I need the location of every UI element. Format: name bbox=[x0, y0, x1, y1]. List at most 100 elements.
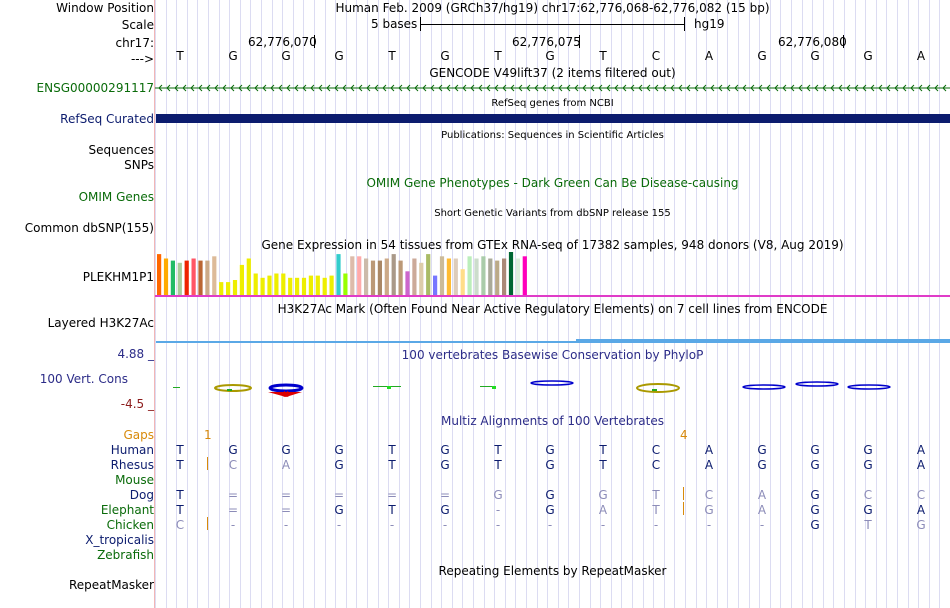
repeatmasker-track-title[interactable]: Repeating Elements by RepeatMasker bbox=[438, 564, 667, 578]
gtex-tissue-bar[interactable] bbox=[163, 258, 169, 296]
gtex-tissue-bar[interactable] bbox=[398, 260, 403, 295]
gtex-tissue-bar[interactable] bbox=[315, 275, 320, 295]
gtex-tissue-bar[interactable] bbox=[426, 254, 431, 295]
gap-count[interactable]: 4 bbox=[680, 428, 688, 442]
aligned-base: T bbox=[864, 518, 872, 532]
gap-insertion-marker[interactable] bbox=[207, 457, 208, 470]
species-label-human[interactable]: Human bbox=[110, 443, 154, 457]
dbsnp-track-label[interactable]: Common dbSNP(155) bbox=[24, 221, 154, 235]
gap-count[interactable]: 1 bbox=[204, 428, 212, 442]
gtex-tissue-bar[interactable] bbox=[253, 273, 258, 296]
gencode-gene-model[interactable] bbox=[155, 81, 950, 95]
multiz-track-title[interactable]: Multiz Alignments of 100 Vertebrates bbox=[440, 414, 665, 428]
omim-track-label[interactable]: OMIM Genes bbox=[78, 190, 154, 204]
gtex-tissue-bar[interactable] bbox=[502, 258, 507, 296]
h3k27ac-track-title[interactable]: H3K27Ac Mark (Often Found Near Active Re… bbox=[277, 302, 828, 316]
gtex-tissue-bar[interactable] bbox=[232, 280, 238, 295]
gtex-tissue-bar[interactable] bbox=[288, 277, 293, 295]
gtex-tissue-bar[interactable] bbox=[301, 277, 307, 295]
phylop-logo[interactable]: X bbox=[155, 376, 950, 400]
gtex-tissue-bar[interactable] bbox=[157, 254, 162, 295]
gtex-tissue-bar[interactable] bbox=[246, 258, 251, 296]
repeatmasker-track-label[interactable]: RepeatMasker bbox=[68, 578, 154, 592]
species-label-elephant[interactable]: Elephant bbox=[100, 503, 154, 517]
gtex-tissue-bar[interactable] bbox=[350, 256, 355, 295]
species-label-x-tropicalis[interactable]: X_tropicalis bbox=[85, 533, 154, 547]
gtex-tissue-bar[interactable] bbox=[239, 264, 244, 295]
publications-sequences-label[interactable]: Sequences bbox=[88, 143, 154, 157]
h3k27ac-signal[interactable] bbox=[156, 339, 950, 343]
refseq-track-label[interactable]: RefSeq Curated bbox=[60, 112, 154, 126]
gencode-track-title[interactable]: GENCODE V49lift37 (2 items filtered out) bbox=[429, 66, 676, 80]
species-label-mouse[interactable]: Mouse bbox=[115, 473, 154, 487]
gtex-tissue-bar[interactable] bbox=[460, 269, 465, 295]
gtex-tissue-bar[interactable] bbox=[433, 275, 438, 295]
gtex-tissue-bar[interactable] bbox=[508, 252, 514, 295]
refseq-gene-bar[interactable] bbox=[156, 114, 950, 123]
gtex-tissue-bar[interactable] bbox=[377, 260, 382, 295]
gtex-tissue-bar[interactable] bbox=[364, 258, 369, 296]
phylop-track-label[interactable]: 100 Vert. Cons bbox=[39, 372, 128, 386]
gtex-tissue-bar[interactable] bbox=[308, 275, 313, 295]
gtex-expression-chart[interactable] bbox=[155, 252, 950, 298]
gtex-tissue-bar[interactable] bbox=[488, 258, 493, 296]
gtex-tissue-bar[interactable] bbox=[281, 273, 286, 296]
gtex-tissue-bar[interactable] bbox=[177, 262, 182, 296]
gtex-tissue-bar[interactable] bbox=[481, 256, 486, 295]
gtex-tissue-bar[interactable] bbox=[412, 258, 417, 296]
species-label-zebrafish[interactable]: Zebrafish bbox=[97, 548, 154, 562]
gtex-tissue-bar[interactable] bbox=[446, 258, 451, 296]
refseq-track-title[interactable]: RefSeq genes from NCBI bbox=[491, 98, 614, 109]
gtex-tissue-bar[interactable] bbox=[384, 258, 389, 296]
gtex-tissue-bar[interactable] bbox=[391, 254, 396, 295]
gencode-item-label[interactable]: ENSG00000291117 bbox=[36, 81, 154, 95]
gtex-tissue-bar[interactable] bbox=[226, 282, 231, 295]
publications-track-title[interactable]: Publications: Sequences in Scientific Ar… bbox=[441, 130, 664, 141]
gtex-tissue-bar[interactable] bbox=[295, 277, 300, 295]
gtex-tissue-bar[interactable] bbox=[522, 256, 527, 295]
gtex-tissue-bar[interactable] bbox=[515, 258, 520, 296]
gtex-tissue-bar[interactable] bbox=[205, 260, 210, 295]
gtex-tissue-bar[interactable] bbox=[370, 260, 376, 295]
publications-snps-label[interactable]: SNPs bbox=[124, 158, 154, 172]
aligned-base: T bbox=[388, 458, 396, 472]
gtex-tissue-bar[interactable] bbox=[191, 258, 196, 296]
grid-line bbox=[600, 0, 601, 608]
gtex-tissue-bar[interactable] bbox=[184, 260, 189, 295]
dbsnp-track-title[interactable]: Short Genetic Variants from dbSNP releas… bbox=[434, 208, 671, 219]
strand-chevron bbox=[742, 84, 747, 92]
gap-insertion-marker[interactable] bbox=[207, 517, 208, 530]
gtex-track-title[interactable]: Gene Expression in 54 tissues from GTEx … bbox=[261, 238, 844, 252]
species-label-dog[interactable]: Dog bbox=[129, 488, 154, 502]
gtex-gene-label[interactable]: PLEKHM1P1 bbox=[82, 270, 154, 284]
gtex-tissue-bar[interactable] bbox=[198, 260, 203, 295]
h3k27ac-track-label[interactable]: Layered H3K27Ac bbox=[47, 316, 154, 330]
species-label-chicken[interactable]: Chicken bbox=[106, 518, 154, 532]
gtex-tissue-bar[interactable] bbox=[329, 275, 334, 295]
gtex-tissue-bar[interactable] bbox=[419, 262, 424, 296]
gtex-tissue-bar[interactable] bbox=[219, 282, 224, 295]
gtex-tissue-bar[interactable] bbox=[336, 254, 341, 295]
gtex-tissue-bar[interactable] bbox=[474, 258, 479, 296]
gtex-tissue-bar[interactable] bbox=[453, 258, 458, 296]
gtex-tissue-bar[interactable] bbox=[260, 277, 265, 295]
gtex-tissue-bar[interactable] bbox=[343, 273, 348, 296]
strand-chevron bbox=[630, 84, 635, 92]
gtex-tissue-bar[interactable] bbox=[212, 256, 217, 295]
gap-insertion-marker[interactable] bbox=[683, 502, 684, 515]
gtex-tissue-bar[interactable] bbox=[322, 277, 327, 295]
gtex-tissue-bar[interactable] bbox=[267, 275, 272, 295]
gtex-tissue-bar[interactable] bbox=[170, 260, 175, 295]
omim-track-title[interactable]: OMIM Gene Phenotypes - Dark Green Can Be… bbox=[366, 176, 739, 190]
gtex-tissue-bar[interactable] bbox=[439, 256, 445, 295]
gtex-tissue-bar[interactable] bbox=[467, 256, 472, 295]
gtex-tissue-bar[interactable] bbox=[495, 260, 500, 295]
gtex-tissue-bar[interactable] bbox=[274, 273, 279, 296]
coord-tick-label: 62,776,070 bbox=[248, 35, 317, 49]
gtex-tissue-bar[interactable] bbox=[405, 271, 410, 295]
gap-insertion-marker[interactable] bbox=[683, 487, 684, 500]
phylop-track-title[interactable]: 100 vertebrates Basewise Conservation by… bbox=[401, 348, 704, 362]
gtex-tissue-bar[interactable] bbox=[357, 256, 362, 295]
species-label-rhesus[interactable]: Rhesus bbox=[110, 458, 154, 472]
multiz-gaps-label[interactable]: Gaps bbox=[123, 428, 154, 442]
